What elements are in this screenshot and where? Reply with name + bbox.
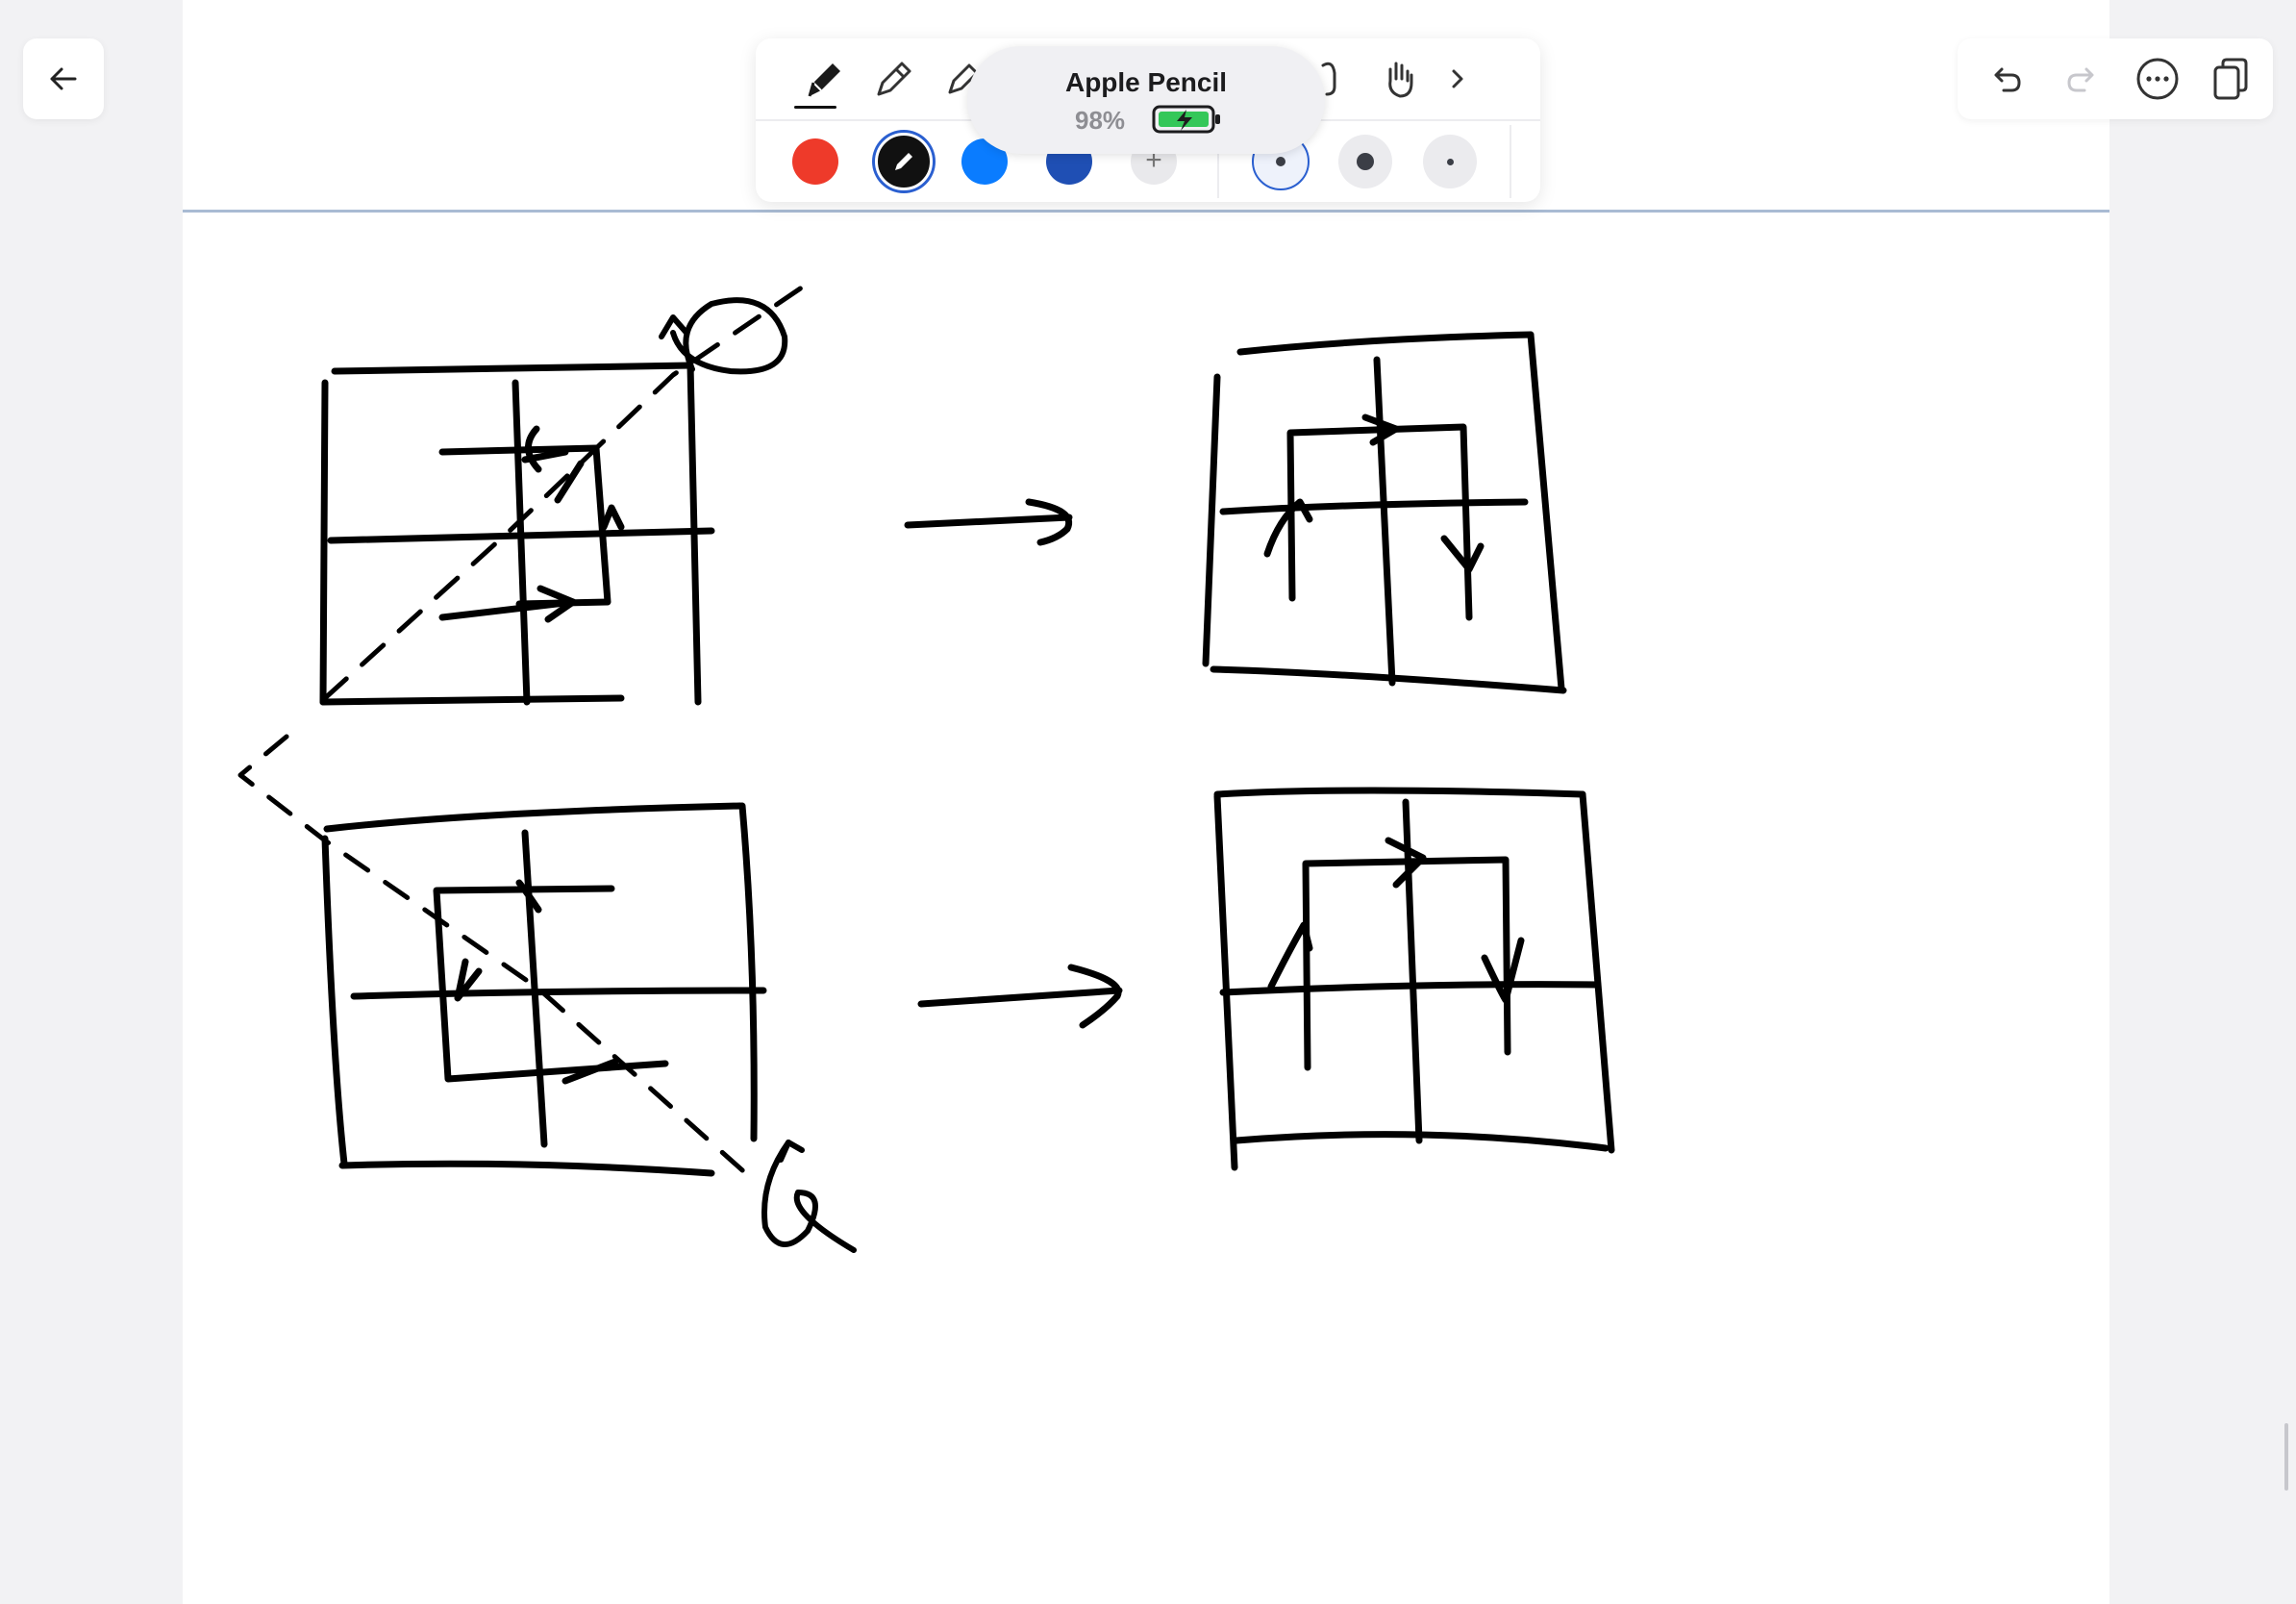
marker-icon xyxy=(948,63,979,94)
rotation-arrow-bottom xyxy=(761,1140,857,1253)
sketch-grid-bottom-left xyxy=(321,802,767,1177)
battery-percent: 98% xyxy=(1075,106,1126,135)
pencil-icon xyxy=(877,62,911,96)
color-swatch-red[interactable] xyxy=(792,138,838,185)
redo-icon xyxy=(2067,67,2094,92)
arrow-left-icon xyxy=(50,67,77,90)
pencil-name: Apple Pencil xyxy=(1064,67,1228,97)
stroke-dot xyxy=(1276,157,1285,166)
pages-button[interactable] xyxy=(2204,52,2258,106)
scroll-indicator[interactable] xyxy=(2284,1423,2288,1491)
touch-drawing-toggle[interactable] xyxy=(1371,48,1429,110)
selected-tool-indicator xyxy=(794,106,836,109)
apple-pencil-status: Apple Pencil 98% xyxy=(967,46,1325,154)
sketch-grid-top-left xyxy=(319,362,715,706)
sketch-grid-bottom-right xyxy=(1213,787,1615,1171)
pen-tool[interactable] xyxy=(794,48,852,110)
redo-button[interactable] xyxy=(2056,52,2109,106)
rotation-axis-bottom xyxy=(237,734,753,1180)
transform-arrow-2 xyxy=(917,964,1123,1029)
stroke-width-fine[interactable] xyxy=(1423,135,1477,188)
back-button[interactable] xyxy=(23,38,104,119)
stroke-dot xyxy=(1357,153,1374,170)
stroke-width-thick[interactable] xyxy=(1338,135,1392,188)
battery-charging-icon xyxy=(1152,105,1220,134)
pencil-tool[interactable] xyxy=(863,48,921,110)
rotation-arrow-top xyxy=(659,297,788,375)
hand-icon xyxy=(1388,62,1413,98)
sketch-grid-top-right xyxy=(1202,331,1567,694)
stroke-dot xyxy=(1446,158,1454,165)
undo-button[interactable] xyxy=(1979,52,2033,106)
ellipsis-icon xyxy=(2136,58,2179,100)
pages-icon xyxy=(2213,58,2248,100)
lasso-tool[interactable] xyxy=(1300,48,1358,110)
transform-arrow-1 xyxy=(904,498,1073,546)
pen-icon xyxy=(808,63,840,97)
page-top-divider xyxy=(183,210,2109,213)
toolbar-next-button[interactable] xyxy=(1429,48,1486,110)
canvas-page[interactable] xyxy=(183,0,2109,1604)
chevron-right-icon xyxy=(1452,69,1463,88)
more-button[interactable] xyxy=(2131,52,2184,106)
edit-icon xyxy=(895,153,912,170)
toolbar-divider-vertical xyxy=(1217,125,1219,198)
toolbar-divider-vertical xyxy=(1510,125,1511,198)
rotation-axis-top xyxy=(322,274,820,701)
document-actions xyxy=(1958,38,2273,119)
color-swatch-black-selected[interactable] xyxy=(875,133,933,190)
lasso-icon xyxy=(1321,62,1336,96)
marker-tool[interactable] xyxy=(933,48,990,110)
undo-icon xyxy=(1994,67,2021,92)
